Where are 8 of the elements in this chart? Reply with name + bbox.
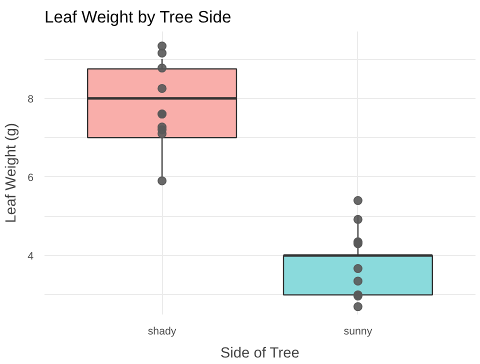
y-tick-label: 4	[28, 250, 34, 263]
x-tick-label: sunny	[344, 326, 373, 338]
y-tick-label: 8	[28, 93, 34, 106]
chart-title: Leaf Weight by Tree Side	[44, 8, 232, 26]
x-axis-title: Side of Tree	[220, 346, 300, 362]
y-tick-label: 6	[28, 172, 34, 184]
y-axis-title: Leaf Weight (g)	[4, 123, 20, 223]
x-tick-label: shady	[148, 326, 177, 338]
